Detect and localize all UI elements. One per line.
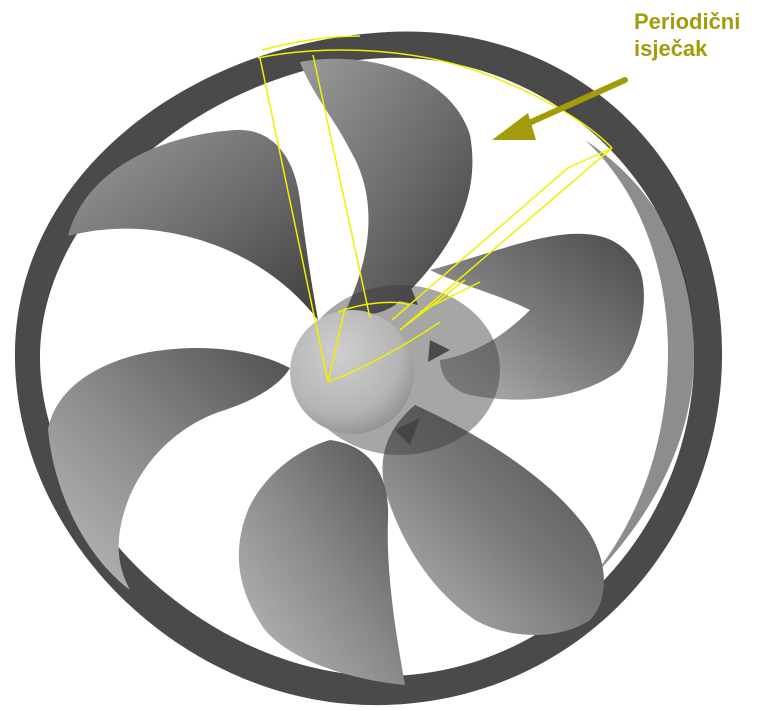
blade-bottom [238, 440, 405, 685]
blade-root-fin-2 [428, 340, 450, 362]
fan-blades [48, 58, 644, 685]
blade-top [300, 58, 473, 316]
blade-right-upper [430, 233, 644, 400]
blade-root-fin-1 [395, 285, 418, 305]
annotation-label: Periodični isječak [634, 8, 764, 62]
shroud-ring [14, 31, 723, 706]
annotation-arrow [492, 77, 628, 140]
blade-left [48, 347, 290, 590]
periodic-sector-outline [257, 35, 613, 383]
blade-root-fin-3 [395, 418, 420, 445]
annotation-line-2: isječak [634, 36, 708, 61]
blade-upper-left [68, 129, 318, 320]
hub [290, 285, 500, 455]
annotation-line-1: Periodični [634, 9, 741, 34]
blade-lower-right [382, 405, 604, 635]
